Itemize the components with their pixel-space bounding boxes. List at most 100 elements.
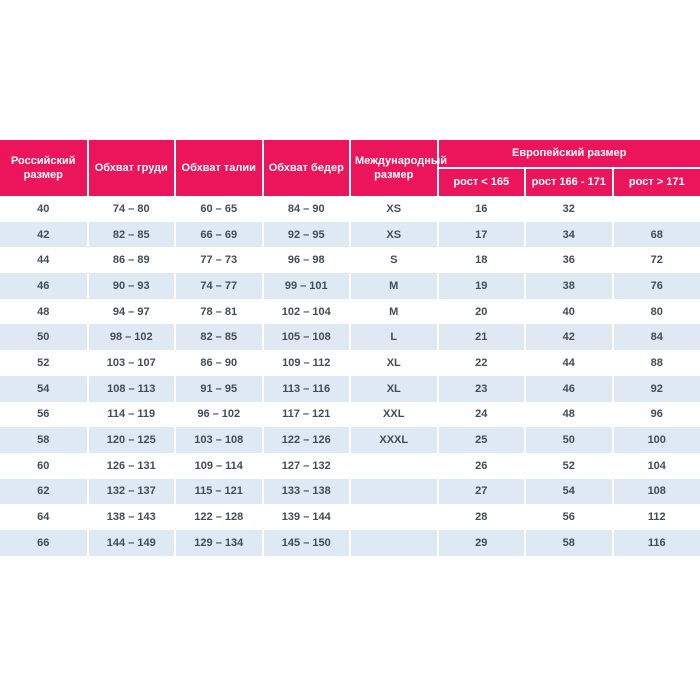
- table-cell: 20: [437, 298, 526, 325]
- table-cell: 109 – 112: [262, 350, 351, 376]
- table-row: 60 126 – 131 109 – 114 127 – 132 26 52 104: [0, 452, 700, 479]
- table-cell: 117 – 121: [262, 401, 351, 428]
- table-cell: 122 – 128: [175, 504, 264, 530]
- table-cell: 133 – 138: [262, 478, 351, 505]
- table-row: 46 90 – 93 74 – 77 99 – 101 M 19 38 76: [0, 273, 700, 299]
- table-cell: 19: [437, 273, 526, 299]
- table-row: 56 114 – 119 96 – 102 117 – 121 XXL 24 48 96: [0, 401, 700, 428]
- table-cell: 122 – 126: [262, 427, 351, 453]
- table-cell: XXL: [350, 401, 439, 428]
- table-cell: 46: [0, 273, 89, 299]
- table-cell: [350, 452, 439, 479]
- table-cell: 78 – 81: [175, 298, 264, 325]
- table-cell: 54: [525, 478, 614, 505]
- table-row: 54 108 – 113 91 – 95 113 – 116 XL 23 46 92: [0, 375, 700, 402]
- table-cell: 104: [612, 452, 700, 479]
- table-cell: XL: [350, 375, 439, 402]
- col-header-height-lt-165: рост < 165: [437, 168, 526, 196]
- table-cell: 26: [437, 452, 526, 479]
- col-header-international-size: Международный размер: [350, 140, 447, 196]
- table-row: 66 144 – 149 129 – 134 145 – 150 29 58 116: [0, 529, 700, 556]
- table-cell: XL: [350, 350, 439, 376]
- table-cell: 21: [437, 324, 526, 351]
- table-cell: 76: [612, 273, 700, 299]
- table-cell: 96: [612, 401, 700, 428]
- table-cell: XS: [350, 196, 439, 222]
- table-cell: 113 – 116: [262, 375, 351, 402]
- table-cell: 18: [437, 247, 526, 274]
- table-cell: 46: [525, 375, 614, 402]
- table-row: 62 132 – 137 115 – 121 133 – 138 27 54 108: [0, 478, 700, 505]
- table-cell: 68: [612, 221, 700, 248]
- table-cell: 129 – 134: [175, 529, 264, 556]
- table-cell: 96 – 102: [175, 401, 264, 428]
- table-cell: L: [350, 324, 439, 351]
- table-cell: 28: [437, 504, 526, 530]
- table-cell: 80: [612, 298, 700, 325]
- table-cell: 132 – 137: [87, 478, 176, 505]
- table-cell: 109 – 114: [175, 452, 264, 479]
- table-cell: 144 – 149: [87, 529, 176, 556]
- table-cell: 29: [437, 529, 526, 556]
- table-cell: 94 – 97: [87, 298, 176, 325]
- table-cell: 16: [437, 196, 526, 222]
- table-cell: 52: [525, 452, 614, 479]
- col-header-chest: Обхват груди: [87, 140, 176, 196]
- table-cell: 48: [525, 401, 614, 428]
- table-cell: 74 – 80: [87, 196, 176, 222]
- table-cell: 100: [612, 427, 700, 453]
- table-cell: 139 – 144: [262, 504, 351, 530]
- table-cell: 42: [525, 324, 614, 351]
- table-cell: 114 – 119: [87, 401, 176, 428]
- table-cell: 138 – 143: [87, 504, 176, 530]
- table-row: 58 120 – 125 103 – 108 122 – 126 XXXL 25 50 100: [0, 427, 700, 453]
- table-row: 40 74 – 80 60 – 65 84 – 90 XS 16 32: [0, 196, 700, 222]
- size-chart-header: Российский размер Обхват груди Обхват та…: [0, 140, 700, 196]
- table-cell: 99 – 101: [262, 273, 351, 299]
- table-cell: [350, 529, 439, 556]
- table-cell: 36: [525, 247, 614, 274]
- table-cell: 82 – 85: [175, 324, 264, 351]
- table-cell: [350, 504, 439, 530]
- table-row: 42 82 – 85 66 – 69 92 – 95 XS 17 34 68: [0, 221, 700, 248]
- table-cell: 52: [0, 350, 89, 376]
- table-cell: 82 – 85: [87, 221, 176, 248]
- table-cell: 50: [0, 324, 89, 351]
- table-cell: 32: [525, 196, 614, 222]
- table-cell: 98 – 102: [87, 324, 176, 351]
- col-header-russian-size: Российский размер: [0, 140, 89, 196]
- table-cell: 62: [0, 478, 89, 505]
- table-cell: 86 – 89: [87, 247, 176, 274]
- table-cell: [350, 478, 439, 505]
- table-cell: 66 – 69: [175, 221, 264, 248]
- col-header-height-gt-171: рост > 171: [612, 168, 700, 196]
- table-cell: 23: [437, 375, 526, 402]
- size-table-body: 40 74 – 80 60 – 65 84 – 90 XS 16 32 42 82 – 85 66…: [0, 196, 700, 556]
- table-row: 50 98 – 102 82 – 85 105 – 108 L 21 42 84: [0, 324, 700, 351]
- table-cell: [612, 196, 700, 222]
- table-cell: 58: [0, 427, 89, 453]
- table-cell: 108 – 113: [87, 375, 176, 402]
- table-cell: 126 – 131: [87, 452, 176, 479]
- table-cell: 74 – 77: [175, 273, 264, 299]
- table-cell: 66: [0, 529, 89, 556]
- table-cell: 103 – 108: [175, 427, 264, 453]
- table-cell: XS: [350, 221, 439, 248]
- table-cell: 17: [437, 221, 526, 248]
- table-cell: 56: [0, 401, 89, 428]
- table-cell: 40: [0, 196, 89, 222]
- table-cell: 27: [437, 478, 526, 505]
- table-cell: 96 – 98: [262, 247, 351, 274]
- table-cell: 48: [0, 298, 89, 325]
- table-row: 48 94 – 97 78 – 81 102 – 104 M 20 40 80: [0, 298, 700, 325]
- table-row: 64 138 – 143 122 – 128 139 – 144 28 56 112: [0, 504, 700, 530]
- table-cell: 92 – 95: [262, 221, 351, 248]
- table-cell: 145 – 150: [262, 529, 351, 556]
- table-cell: 60: [0, 452, 89, 479]
- table-cell: S: [350, 247, 439, 274]
- header-row-sub: рост < 165 рост 166 - 171 рост > 171: [0, 168, 700, 196]
- table-cell: 108: [612, 478, 700, 505]
- table-cell: 115 – 121: [175, 478, 264, 505]
- table-row: 44 86 – 89 77 – 73 96 – 98 S 18 36 72: [0, 247, 700, 274]
